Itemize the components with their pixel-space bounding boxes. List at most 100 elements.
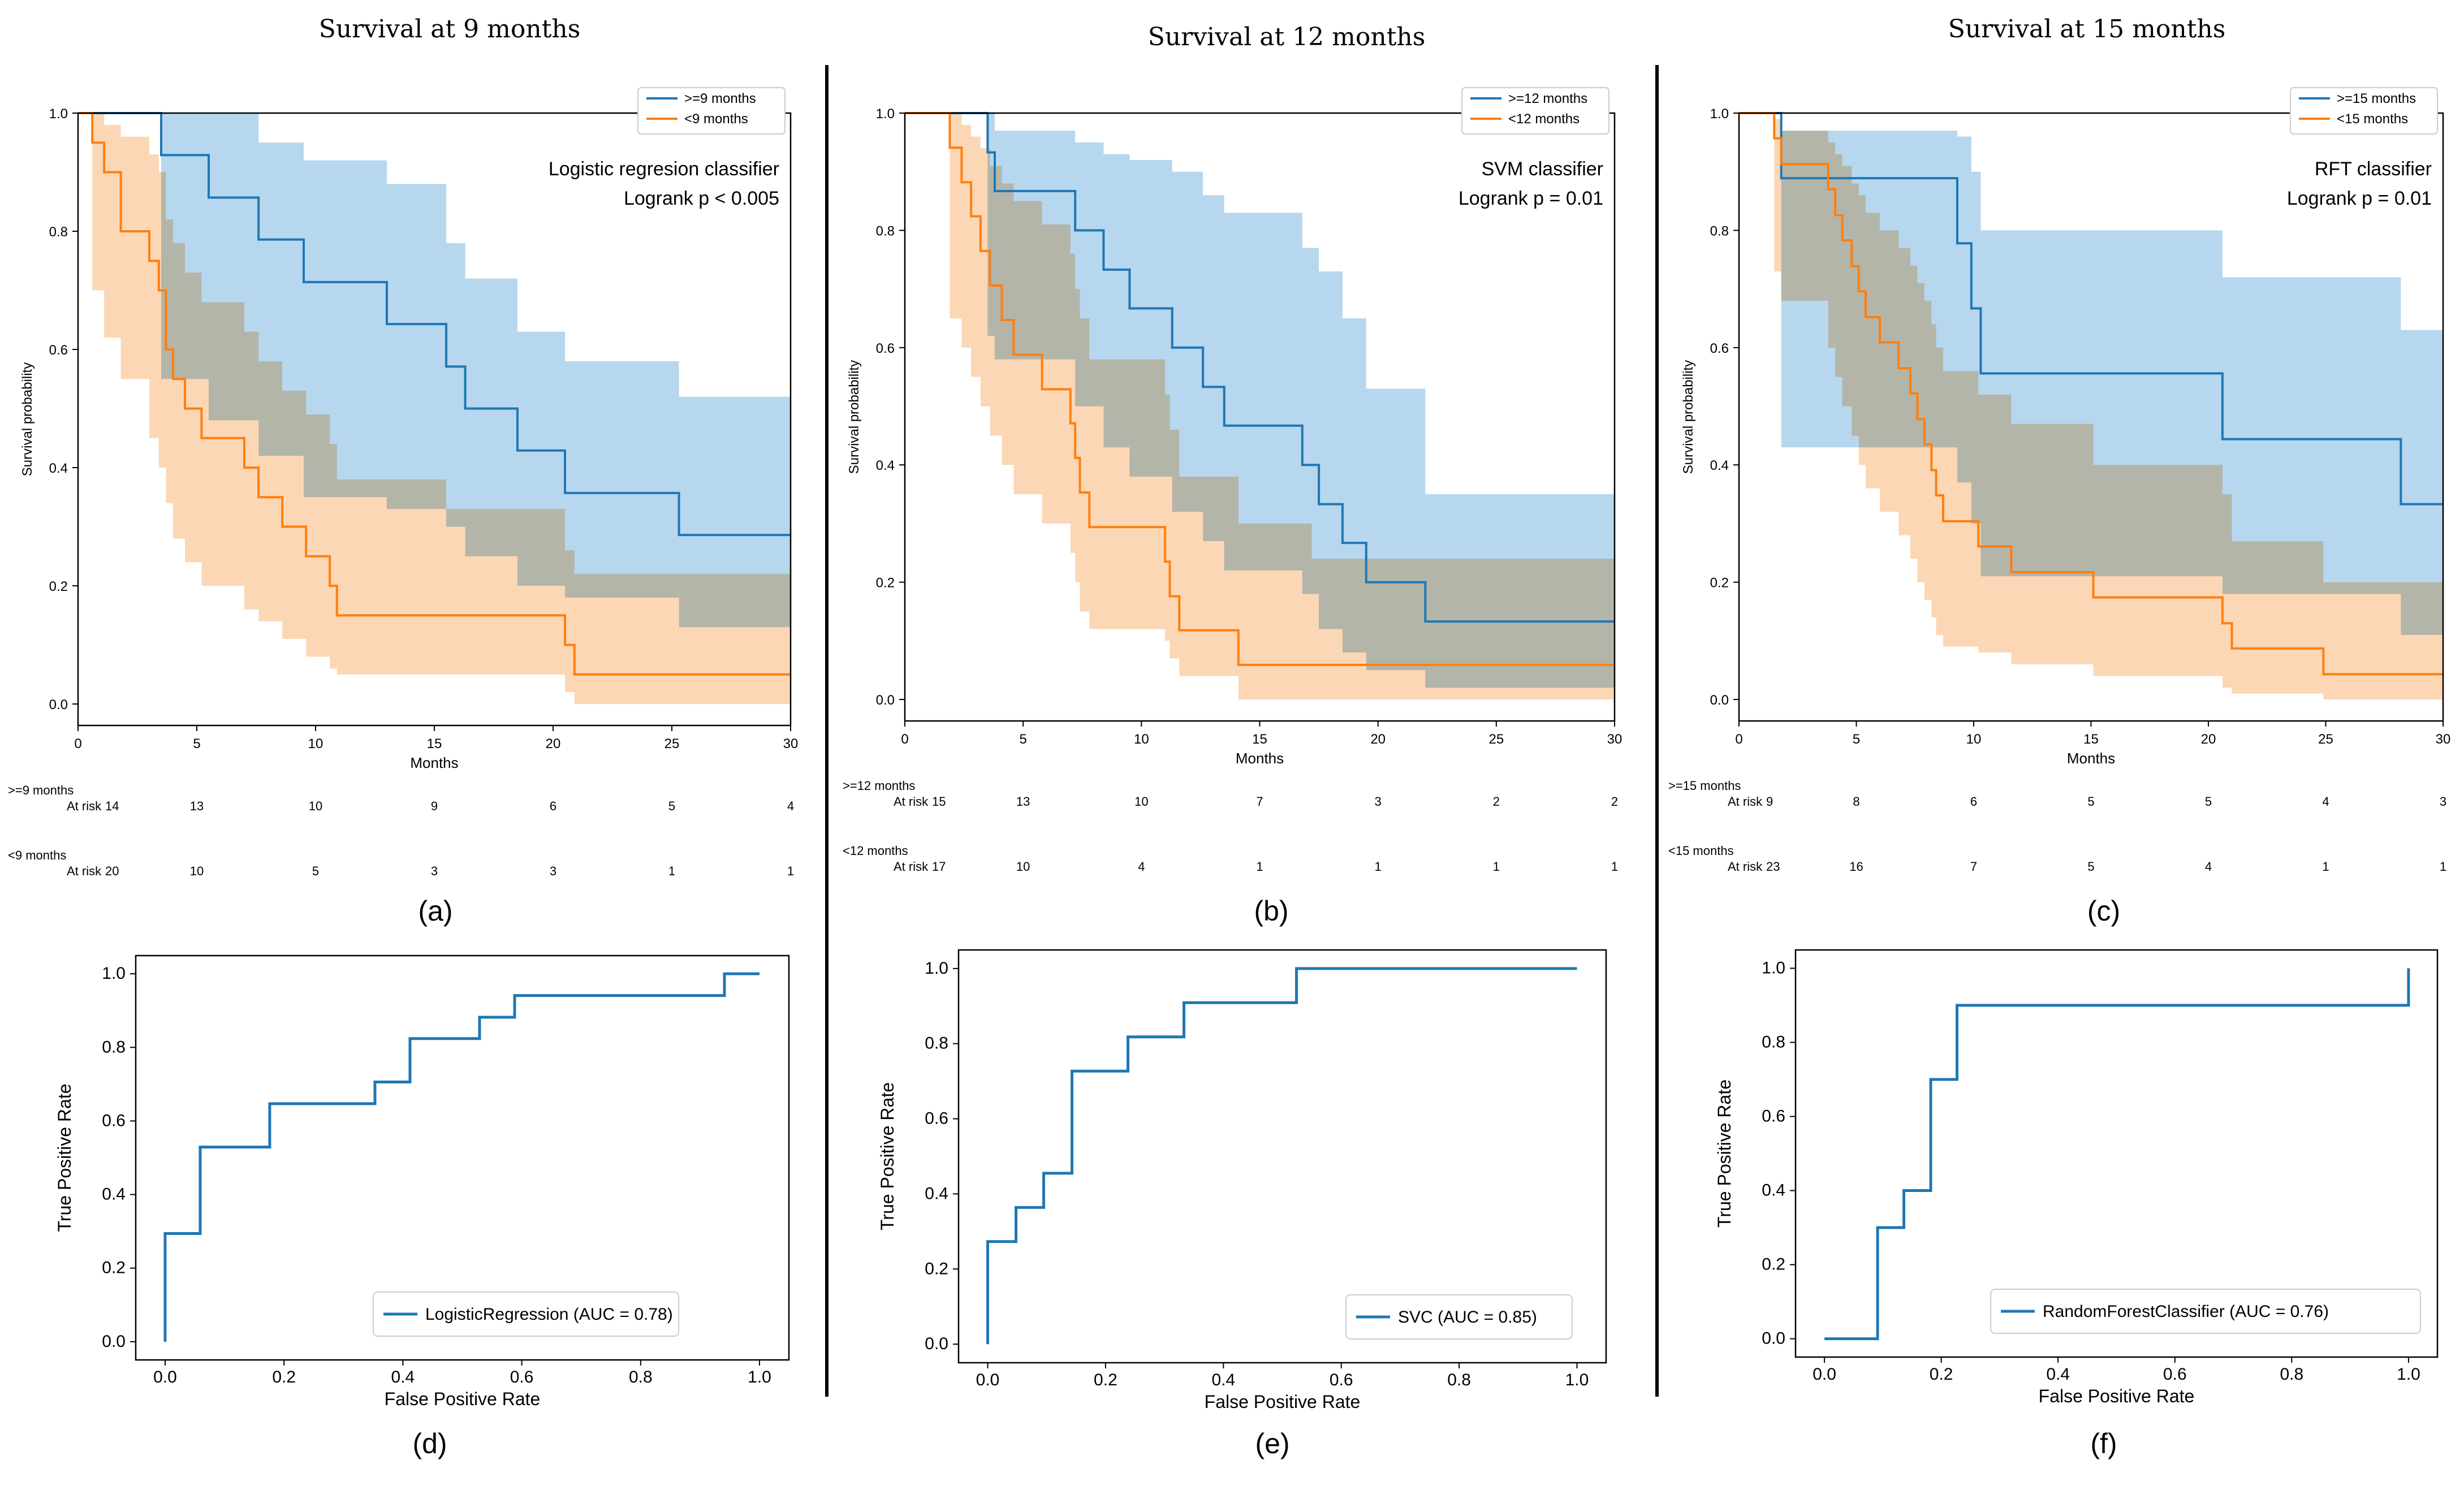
legend-label: RandomForestClassifier (AUC = 0.76) [2043, 1302, 2329, 1321]
y-tick-label: 0.2 [102, 1259, 126, 1277]
roc-curve [163, 972, 760, 1342]
risk-count: 1 [2322, 859, 2329, 874]
roc-curve [1824, 968, 2410, 1341]
plot-frame [1794, 949, 2439, 1358]
risk-group-label: >=15 months [1668, 779, 1741, 793]
chart-title: Survival at 12 months [1148, 23, 1426, 51]
legend-label: <15 months [2337, 111, 2408, 127]
y-tick-label: 1.0 [876, 106, 895, 122]
risk-count: 10 [190, 864, 204, 878]
y-tick-label: 1.0 [49, 106, 68, 122]
x-tick-label: 25 [1488, 732, 1504, 747]
risk-count: 1 [1493, 859, 1500, 874]
risk-count: 8 [1853, 794, 1859, 809]
y-tick-label: 0.2 [49, 579, 68, 594]
y-tick-label: 0.4 [1710, 458, 1729, 473]
y-tick-label: 0.8 [102, 1038, 126, 1056]
x-tick-label: 0.2 [1930, 1365, 1953, 1384]
ci-band-orange [905, 113, 1615, 699]
risk-row-label: At risk [1728, 794, 1763, 809]
ci-band-orange [1739, 113, 2443, 699]
risk-count: 2 [1611, 794, 1618, 809]
annotation-text: Logrank p = 0.01 [2287, 188, 2432, 209]
y-tick-label: 0.6 [49, 343, 68, 358]
risk-count: 7 [1970, 859, 1977, 874]
risk-row-label: At risk [67, 864, 102, 878]
y-tick-label: 0.0 [1762, 1329, 1785, 1348]
risk-count: 4 [1138, 859, 1145, 874]
x-tick-label: 0.6 [2163, 1365, 2187, 1384]
y-tick-label: 0.0 [102, 1332, 126, 1351]
risk-count: 3 [550, 864, 556, 878]
risk-count: 3 [431, 864, 438, 878]
x-tick-label: 0.2 [272, 1368, 296, 1386]
risk-count: 9 [431, 799, 438, 813]
y-axis-label: True Positive Rate [54, 1083, 75, 1232]
y-tick-label: 0.0 [49, 697, 68, 712]
x-tick-label: 30 [783, 736, 799, 751]
km-panel-b: Survival at 12 months 0 5 10 15 20 25 30 0.0 0.2 0… [843, 23, 1622, 874]
risk-count: 6 [550, 799, 556, 813]
roc-curve [986, 967, 1577, 1345]
risk-count: 20 [105, 864, 119, 878]
x-tick-label: 0.6 [1330, 1371, 1353, 1389]
legend-label: <12 months [1508, 111, 1580, 127]
risk-row-label: At risk [894, 794, 929, 809]
panel-label: (f) [2090, 1428, 2117, 1459]
legend-label: SVC (AUC = 0.85) [1398, 1308, 1537, 1327]
x-tick-label: 15 [2083, 732, 2099, 747]
x-tick-label: 1.0 [1565, 1371, 1589, 1389]
x-tick-label: 1.0 [2397, 1365, 2420, 1384]
x-tick-label: 25 [2318, 732, 2333, 747]
legend-label: <9 months [684, 111, 748, 127]
y-tick-label: 0.2 [1710, 576, 1729, 591]
plot-frame [135, 954, 790, 1361]
y-tick-label: 1.0 [1762, 958, 1785, 977]
roc-panel-f: 0.0 0.2 0.4 0.6 0.8 1.0 0.0 0.2 0.4 0.6 0.8 1.0 Rand… [1714, 949, 2439, 1406]
ci-band-orange [78, 113, 791, 704]
legend-box [1345, 1294, 1573, 1340]
risk-group-label: >=9 months [8, 783, 74, 797]
legend-label: LogisticRegression (AUC = 0.78) [425, 1305, 673, 1324]
legend-label: >=9 months [684, 91, 756, 106]
annotation-text: Logistic regresion classifier [549, 158, 779, 180]
y-tick-label: 0.8 [876, 223, 895, 239]
y-tick-label: 1.0 [102, 964, 126, 983]
x-tick-label: 1.0 [748, 1368, 771, 1386]
y-tick-label: 0.0 [1710, 693, 1729, 708]
ci-band-blue [905, 113, 1615, 688]
x-tick-label: 5 [1019, 732, 1026, 747]
x-tick-label: 0.6 [510, 1368, 534, 1386]
x-tick-label: 0.8 [2280, 1365, 2303, 1384]
legend-label: >=15 months [2337, 91, 2416, 106]
risk-count: 5 [2087, 794, 2094, 809]
y-tick-label: 0.4 [1762, 1181, 1785, 1200]
annotation-text: Logrank p < 0.005 [624, 188, 779, 209]
risk-count: 1 [1256, 859, 1263, 874]
y-tick-label: 0.4 [876, 458, 895, 473]
risk-count: 6 [1970, 794, 1977, 809]
y-tick-label: 0.6 [876, 341, 895, 356]
chart-title: Survival at 9 months [319, 15, 581, 44]
x-tick-label: 5 [1853, 732, 1860, 747]
x-tick-label: 10 [1134, 732, 1149, 747]
risk-count: 10 [1016, 859, 1030, 874]
risk-count: 23 [1766, 859, 1780, 874]
x-tick-label: 20 [2201, 732, 2216, 747]
x-tick-label: 0 [74, 736, 81, 751]
risk-count: 4 [2205, 859, 2212, 874]
risk-count: 5 [2087, 859, 2094, 874]
x-tick-label: 0.8 [1447, 1371, 1471, 1389]
x-tick-label: 30 [1607, 732, 1622, 747]
y-axis-label: Survival probability [847, 360, 862, 474]
risk-row-label: At risk [1728, 859, 1763, 874]
y-axis-label: True Positive Rate [877, 1082, 897, 1230]
y-tick-label: 0.0 [876, 693, 895, 708]
y-tick-label: 0.6 [1710, 341, 1729, 356]
risk-count: 7 [1256, 794, 1263, 809]
panel-label: (a) [418, 895, 452, 927]
survival-line-orange [1739, 112, 2443, 676]
risk-row-label: At risk [67, 799, 102, 813]
x-tick-label: 0.4 [2046, 1365, 2070, 1384]
